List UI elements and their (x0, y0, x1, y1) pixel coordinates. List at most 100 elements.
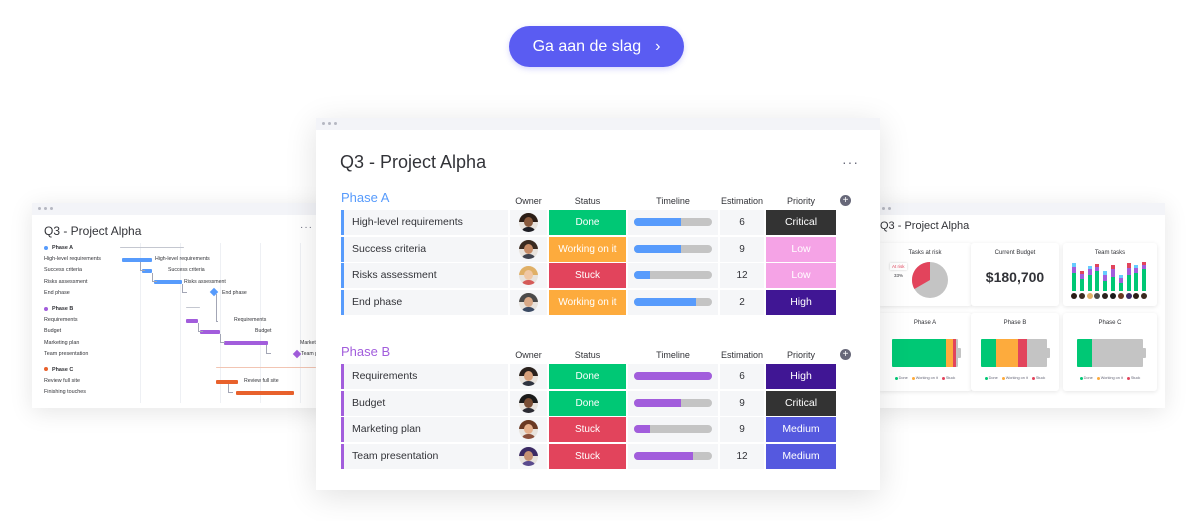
item-name[interactable]: End phase (344, 289, 508, 315)
column-header-timeline[interactable]: Timeline (656, 350, 690, 360)
column-header-timeline[interactable]: Timeline (656, 196, 690, 206)
gantt-item-label[interactable]: Marketing plan (44, 339, 80, 346)
gantt-group-header[interactable]: Phase A (44, 243, 124, 254)
phase-b-widget[interactable]: Phase B Done Working on it Stuck (971, 313, 1059, 391)
avatar[interactable] (519, 420, 538, 439)
owner-cell[interactable] (510, 417, 547, 442)
gantt-bar[interactable] (186, 306, 200, 309)
estimation-cell[interactable]: 6 (720, 364, 764, 389)
phase-c-widget[interactable]: Phase C Done Working on it Stuck (1063, 313, 1157, 391)
more-horizontal-icon[interactable]: ··· (300, 222, 313, 233)
column-header-priority[interactable]: Priority (786, 350, 815, 360)
timeline-cell[interactable] (628, 289, 718, 315)
status-badge[interactable]: Working on it (549, 289, 626, 315)
item-name[interactable]: Risks assessment (344, 263, 508, 288)
owner-cell[interactable] (510, 263, 547, 288)
gantt-item-label[interactable]: Risks assessment (44, 278, 88, 285)
get-started-button[interactable]: Ga aan de slag › (509, 26, 684, 67)
owner-cell[interactable] (510, 236, 547, 262)
priority-badge[interactable]: High (766, 289, 836, 315)
column-header-status[interactable]: Status (574, 196, 601, 206)
column-header-owner[interactable]: Owner (515, 350, 542, 360)
status-badge[interactable]: Working on it (549, 236, 626, 262)
table-row[interactable]: Requirements Done 6 High (341, 364, 854, 389)
priority-badge[interactable]: Low (766, 263, 836, 288)
avatar[interactable] (519, 213, 538, 232)
table-row[interactable]: Team presentation Stuck 12 Medium (341, 443, 854, 469)
status-badge[interactable]: Stuck (549, 263, 626, 288)
priority-badge[interactable]: Medium (766, 417, 836, 442)
gantt-group-header[interactable]: Phase C (44, 365, 124, 376)
owner-cell[interactable] (510, 210, 547, 235)
group-title-phase-a[interactable]: Phase A (341, 190, 390, 205)
column-header-estimation[interactable]: Estimation (720, 350, 764, 360)
status-badge[interactable]: Done (549, 210, 626, 235)
timeline-cell[interactable] (628, 263, 718, 288)
priority-badge[interactable]: Medium (766, 443, 836, 469)
timeline-cell[interactable] (628, 210, 718, 235)
estimation-cell[interactable]: 2 (720, 289, 764, 315)
estimation-cell[interactable]: 12 (720, 443, 764, 469)
column-header-estimation[interactable]: Estimation (720, 196, 764, 206)
estimation-cell[interactable]: 6 (720, 210, 764, 235)
priority-badge[interactable]: Critical (766, 390, 836, 416)
owner-cell[interactable] (510, 289, 547, 315)
gantt-bar[interactable] (186, 318, 198, 323)
gantt-item-label[interactable]: Team presentation (44, 350, 89, 357)
timeline-cell[interactable] (628, 236, 718, 262)
gantt-bar[interactable] (142, 268, 152, 273)
status-badge[interactable]: Done (549, 364, 626, 389)
gantt-bar[interactable] (122, 257, 152, 262)
priority-badge[interactable]: High (766, 364, 836, 389)
owner-cell[interactable] (510, 390, 547, 416)
item-name[interactable]: High-level requirements (344, 210, 508, 235)
avatar[interactable] (519, 266, 538, 285)
timeline-cell[interactable] (628, 364, 718, 389)
item-name[interactable]: Marketing plan (344, 417, 508, 442)
avatar[interactable] (519, 393, 538, 413)
timeline-cell[interactable] (628, 390, 718, 416)
gantt-item-label[interactable]: Requirements (44, 317, 78, 324)
table-row[interactable]: Success criteria Working on it 9 Low (341, 236, 854, 262)
item-name[interactable]: Team presentation (344, 443, 508, 469)
column-header-owner[interactable]: Owner (515, 196, 542, 206)
estimation-cell[interactable]: 9 (720, 390, 764, 416)
gantt-bar[interactable] (224, 341, 268, 346)
avatar[interactable] (519, 292, 538, 312)
table-row[interactable]: High-level requirements Done 6 Critical (341, 210, 854, 235)
phase-a-widget[interactable]: Phase A Done Working on it Stuck (878, 313, 972, 391)
plus-icon[interactable]: + (840, 195, 851, 206)
avatar[interactable] (519, 446, 538, 466)
item-name[interactable]: Success criteria (344, 236, 508, 262)
estimation-cell[interactable]: 9 (720, 236, 764, 262)
item-name[interactable]: Requirements (344, 364, 508, 389)
gantt-item-label[interactable]: Budget (44, 328, 62, 335)
estimation-cell[interactable]: 9 (720, 417, 764, 442)
avatar[interactable] (519, 367, 538, 386)
gantt-item-label[interactable]: Review full site (44, 378, 80, 385)
status-badge[interactable]: Stuck (549, 443, 626, 469)
gantt-item-label[interactable]: High-level requirements (44, 256, 101, 263)
item-name[interactable]: Budget (344, 390, 508, 416)
status-badge[interactable]: Stuck (549, 417, 626, 442)
current-budget-widget[interactable]: Current Budget $180,700 (971, 243, 1059, 306)
priority-badge[interactable]: Critical (766, 210, 836, 235)
more-horizontal-icon[interactable]: ··· (842, 154, 859, 170)
estimation-cell[interactable]: 12 (720, 263, 764, 288)
owner-cell[interactable] (510, 443, 547, 469)
gantt-group-header[interactable]: Phase B (44, 304, 124, 315)
gantt-item-label[interactable]: Success criteria (44, 267, 83, 274)
table-row[interactable]: Risks assessment Stuck 12 Low (341, 263, 854, 288)
gantt-bar[interactable] (120, 246, 184, 248)
group-title-phase-b[interactable]: Phase B (341, 344, 391, 359)
team-tasks-widget[interactable]: Team tasks (1063, 243, 1157, 306)
gantt-item-label[interactable]: End phase (44, 289, 70, 296)
table-row[interactable]: Budget Done 9 Critical (341, 390, 854, 416)
table-row[interactable]: Marketing plan Stuck 9 Medium (341, 417, 854, 442)
gantt-bar[interactable] (236, 390, 294, 395)
avatar[interactable] (519, 239, 538, 259)
priority-badge[interactable]: Low (766, 236, 836, 262)
owner-cell[interactable] (510, 364, 547, 389)
gantt-bar[interactable] (154, 280, 182, 285)
column-header-status[interactable]: Status (574, 350, 601, 360)
